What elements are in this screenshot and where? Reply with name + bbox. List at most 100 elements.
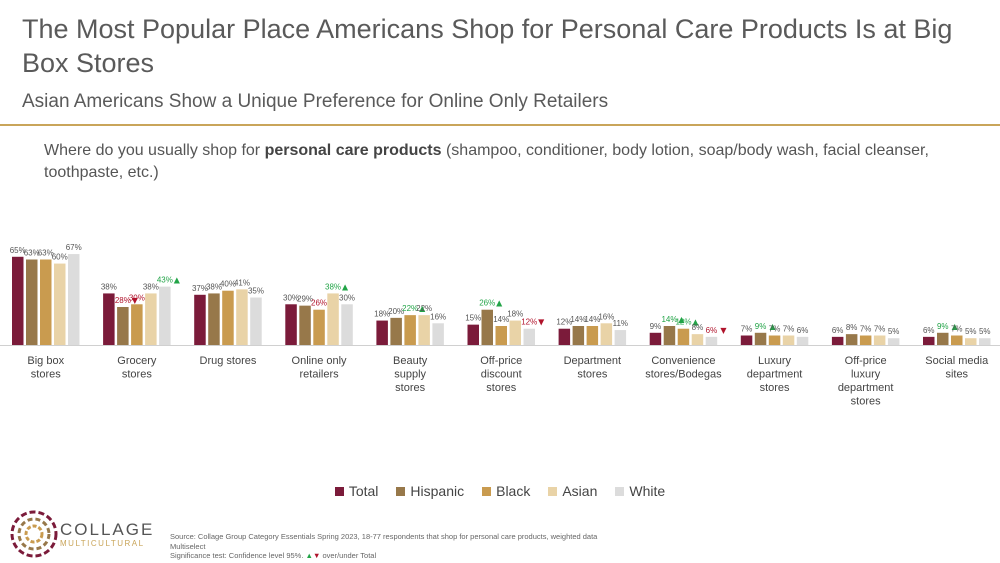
data-label-black-9: 7% [860, 325, 872, 334]
category-label-2: Drug stores [200, 355, 257, 367]
significance-down-icon: ▼ [538, 318, 545, 327]
bar-white-0 [68, 254, 80, 345]
data-label-white-4: 16% [430, 312, 446, 321]
data-label-asian-8: 7% [783, 325, 795, 334]
category-label-3: Online only retailers [292, 355, 348, 381]
bar-white-5 [523, 328, 535, 345]
question-prefix: Where do you usually shop for [44, 142, 265, 159]
data-label-total-7: 9% [650, 322, 662, 331]
bar-black-10 [951, 335, 963, 345]
bar-total-0 [12, 256, 24, 345]
data-label-hispanic-0: 63% [24, 249, 40, 258]
legend-item-asian: Asian [548, 483, 597, 499]
data-label-hispanic-4: 20% [388, 307, 404, 316]
data-label-black-2: 40% [220, 280, 236, 289]
bar-hispanic-3 [299, 305, 311, 345]
data-label-total-9: 6% [832, 326, 844, 335]
bar-total-10 [923, 336, 935, 345]
legend-item-white: White [615, 483, 665, 499]
data-label-white-7: 6% [706, 326, 718, 335]
source-line-3: Significance test: Confidence level 95%.… [170, 551, 597, 561]
bar-asian-6 [600, 323, 613, 345]
data-label-black-1: 30% [129, 293, 145, 302]
bar-hispanic-10 [937, 332, 949, 345]
significance-down-icon: ▼ [720, 326, 727, 335]
data-label-hispanic-2: 38% [206, 282, 222, 291]
bar-asian-9 [873, 335, 886, 345]
collage-logo-icon [10, 510, 58, 558]
bar-white-7 [705, 336, 718, 345]
data-label-asian-7: 8% [692, 323, 704, 332]
bar-asian-5 [509, 320, 521, 345]
source-note: Source: Collage Group Category Essential… [170, 532, 597, 561]
significance-note: Significance test: Confidence level 95%. [170, 551, 304, 560]
bar-white-3 [341, 304, 353, 345]
bar-total-5 [467, 324, 479, 345]
bar-total-3 [285, 304, 297, 345]
legend-swatch [615, 486, 625, 496]
bar-hispanic-9 [845, 334, 858, 345]
category-label-7: Convenience stores/Bodegas [645, 355, 722, 381]
question-bold: personal care products [264, 142, 442, 159]
data-label-total-0: 65% [10, 246, 26, 255]
question-suffix: (shampoo, conditioner, body lotion, soap… [44, 142, 929, 181]
bar-total-8 [740, 335, 753, 345]
bar-black-3 [313, 309, 325, 345]
bar-hispanic-2 [208, 293, 220, 345]
bar-white-8 [796, 336, 809, 345]
source-line-1: Source: Collage Group Category Essential… [170, 532, 598, 541]
data-label-hispanic-10: 9% [937, 322, 949, 331]
bar-black-7 [677, 328, 690, 345]
legend-label: White [629, 483, 666, 499]
data-label-asian-5: 18% [507, 310, 523, 319]
data-label-total-1: 38% [101, 282, 117, 291]
bar-hispanic-5 [481, 309, 493, 345]
data-label-asian-2: 41% [234, 278, 250, 287]
bar-chart: 65%63%63%60%67%Big boxstores38%28%▼30%▼3… [0, 243, 1000, 408]
bar-black-9 [859, 335, 872, 345]
bar-total-9 [831, 336, 844, 345]
legend-label: Asian [562, 483, 598, 499]
bar-total-7 [649, 332, 662, 345]
bar-asian-7 [691, 334, 704, 345]
significance-up-icon: ▲ [342, 282, 349, 291]
data-label-total-6: 12% [556, 318, 572, 327]
bar-total-1 [103, 293, 115, 345]
data-label-total-10: 6% [923, 326, 935, 335]
data-label-white-3: 30% [339, 293, 355, 302]
data-label-white-2: 35% [248, 287, 264, 296]
legend-swatch [548, 486, 558, 496]
data-label-white-6: 11% [613, 319, 628, 328]
data-label-black-4: 22% [402, 304, 418, 313]
legend-swatch [482, 486, 492, 496]
data-label-white-5: 12% [521, 318, 537, 327]
bar-hispanic-6 [572, 326, 585, 345]
brand-name: COLLAGE [60, 520, 155, 539]
bar-black-5 [495, 326, 507, 345]
bar-asian-0 [54, 263, 66, 345]
legend-item-black: Black [482, 483, 530, 499]
category-label-8: Luxury department stores [747, 355, 803, 394]
category-label-6: Department stores [564, 355, 621, 381]
significance-up-icon: ▲ [952, 322, 959, 331]
bar-white-6 [614, 330, 627, 345]
category-label-1: Grocery stores [117, 355, 157, 381]
data-label-black-6: 14% [584, 315, 600, 324]
bar-white-4 [432, 323, 444, 345]
page-subtitle: Asian Americans Show a Unique Preference… [22, 91, 609, 112]
data-label-total-5: 15% [465, 314, 481, 323]
bar-white-9 [887, 338, 900, 345]
category-label-5: Off-price discount stores [480, 355, 522, 394]
bar-hispanic-4 [390, 317, 402, 345]
significance-up-icon: ▲ [678, 315, 685, 324]
data-label-total-4: 18% [374, 310, 390, 319]
data-label-hispanic-6: 14% [570, 315, 586, 324]
bar-asian-8 [782, 335, 795, 345]
bar-total-4 [376, 320, 388, 345]
title-divider [0, 124, 1000, 126]
chart-legend: Total Hispanic Black Asian White [0, 483, 1000, 499]
legend-label: Black [496, 483, 531, 499]
bar-black-0 [40, 259, 52, 345]
bar-hispanic-0 [26, 259, 38, 345]
down-triangle-icon: ▼ [312, 551, 321, 560]
